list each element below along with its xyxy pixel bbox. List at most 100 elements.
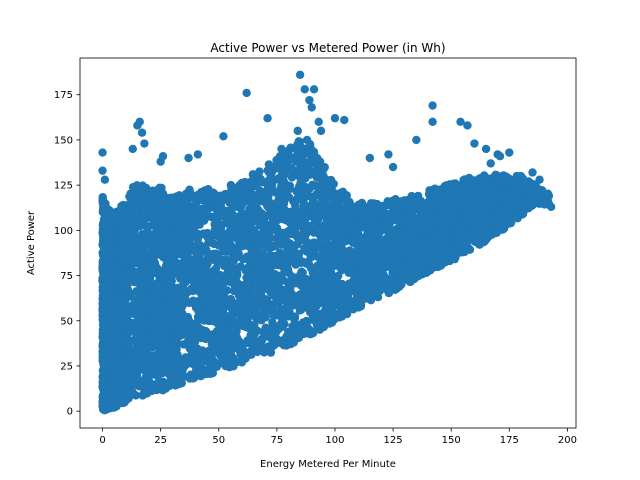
data-point xyxy=(142,351,151,361)
data-point xyxy=(216,296,226,305)
data-point xyxy=(465,211,474,220)
data-point xyxy=(398,271,408,280)
data-point xyxy=(267,275,277,284)
data-point xyxy=(210,215,220,224)
data-point xyxy=(370,259,379,268)
data-point xyxy=(301,293,311,302)
data-point xyxy=(193,262,202,271)
chart-title: Active Power vs Metered Power (in Wh) xyxy=(210,41,445,55)
data-point xyxy=(279,228,288,238)
data-point xyxy=(462,238,471,248)
data-point xyxy=(235,180,244,190)
data-point xyxy=(218,313,228,322)
data-point xyxy=(192,277,201,286)
data-point xyxy=(338,297,347,307)
data-point xyxy=(245,193,255,203)
data-point xyxy=(143,249,152,258)
data-point xyxy=(229,202,238,211)
data-point xyxy=(255,220,265,230)
data-point xyxy=(465,194,474,203)
data-point xyxy=(193,235,202,245)
data-point xyxy=(247,202,256,212)
data-point xyxy=(143,224,152,233)
data-point xyxy=(259,238,269,248)
data-point xyxy=(250,346,260,355)
data-point xyxy=(153,294,162,303)
data-point xyxy=(312,301,321,311)
data-point xyxy=(497,189,506,199)
data-point xyxy=(146,320,155,329)
data-point xyxy=(166,281,175,291)
data-point xyxy=(247,326,257,336)
data-point xyxy=(177,266,187,275)
data-point xyxy=(229,286,239,296)
data-point xyxy=(424,219,433,229)
data-point xyxy=(146,381,156,390)
data-point xyxy=(117,201,126,211)
data-point xyxy=(285,181,295,191)
data-point xyxy=(306,326,315,335)
data-point xyxy=(221,240,230,250)
data-point xyxy=(395,282,404,291)
data-point xyxy=(205,288,214,297)
data-point xyxy=(401,247,410,257)
data-point xyxy=(328,225,338,234)
data-point xyxy=(309,208,318,217)
data-point xyxy=(291,157,300,166)
data-point xyxy=(406,225,416,235)
data-point xyxy=(203,252,213,261)
data-point xyxy=(214,324,224,334)
data-point xyxy=(136,356,146,365)
data-point xyxy=(161,290,171,300)
data-point xyxy=(235,242,245,251)
data-point xyxy=(193,369,202,378)
data-point xyxy=(367,206,376,216)
data-point xyxy=(202,313,211,322)
data-point xyxy=(292,324,302,333)
data-point xyxy=(413,200,422,210)
data-point xyxy=(287,229,297,239)
data-point xyxy=(223,192,233,201)
data-point xyxy=(378,238,387,247)
data-point xyxy=(210,239,219,249)
data-point xyxy=(424,189,434,199)
data-point xyxy=(152,228,162,237)
data-point xyxy=(141,183,151,193)
data-point xyxy=(305,260,314,270)
data-point xyxy=(291,219,300,229)
data-point xyxy=(427,198,436,208)
data-point xyxy=(456,202,466,211)
data-point xyxy=(245,305,254,314)
data-point xyxy=(344,288,353,297)
data-point xyxy=(323,302,332,311)
data-point xyxy=(316,201,326,210)
data-point xyxy=(211,317,221,327)
data-point xyxy=(216,339,226,348)
data-point xyxy=(315,274,325,283)
data-point xyxy=(230,317,239,326)
data-point xyxy=(356,258,366,267)
data-point xyxy=(270,215,280,225)
data-point xyxy=(322,200,332,209)
data-point xyxy=(356,300,366,310)
data-point xyxy=(296,178,305,187)
data-point xyxy=(498,218,508,227)
data-point xyxy=(132,181,142,190)
data-point xyxy=(353,229,363,238)
data-point xyxy=(324,312,333,321)
data-point xyxy=(345,262,354,271)
data-point xyxy=(329,192,338,201)
data-point xyxy=(291,207,300,216)
data-point xyxy=(319,322,329,332)
data-point xyxy=(389,262,399,272)
data-point xyxy=(357,286,366,295)
data-point xyxy=(454,181,464,190)
data-point xyxy=(412,258,422,267)
data-point xyxy=(124,272,133,281)
data-point xyxy=(363,255,372,265)
data-point xyxy=(279,177,288,186)
data-point xyxy=(140,191,150,201)
data-point xyxy=(363,264,373,273)
data-point xyxy=(156,266,165,275)
